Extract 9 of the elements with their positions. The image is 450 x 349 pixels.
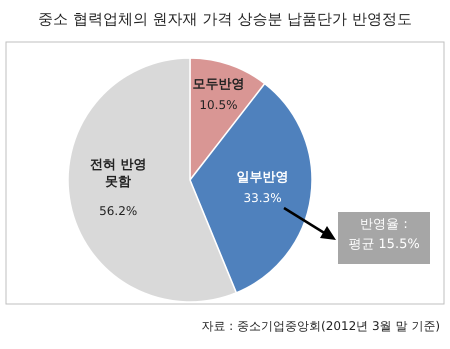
- slice-label: 모두반영: [192, 76, 244, 92]
- data-label: 10.5%: [199, 98, 238, 112]
- slice-label: 일부반영: [236, 170, 289, 185]
- chart-title: 중소 협력업체의 원자재 가격 상승분 납품단가 반영정도: [38, 10, 412, 28]
- text: 반영율 : 평균 15.5%: [348, 217, 420, 252]
- data-label: 33.3%: [243, 190, 282, 205]
- data-label: 56.2%: [99, 204, 138, 218]
- text: 자료 : 중소기업중앙회(2012년 3월 말 기준): [201, 319, 440, 333]
- slice-label: 전혀 반영 못함: [90, 158, 146, 190]
